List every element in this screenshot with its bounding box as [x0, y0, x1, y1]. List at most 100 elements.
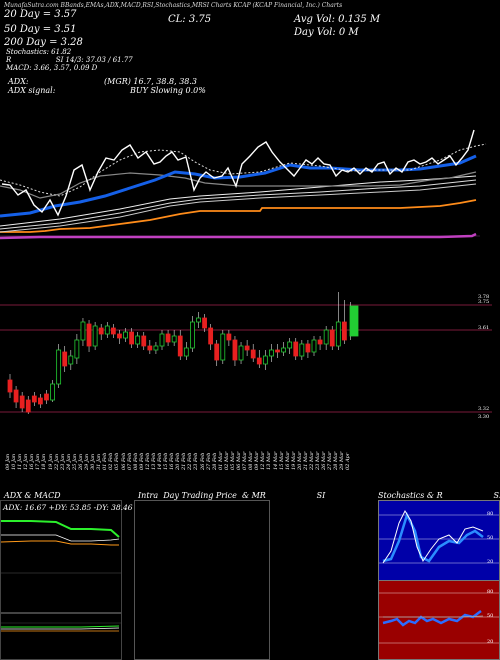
date-tick: 22 Jan — [53, 453, 60, 470]
candle-body — [141, 335, 147, 347]
rsi-tick-80: 80 — [487, 589, 494, 595]
candle-body — [104, 325, 110, 335]
candle-body — [202, 317, 207, 329]
date-tick: 15 Mar — [278, 451, 285, 470]
candle-body — [62, 351, 68, 367]
candle-body — [262, 355, 268, 365]
candle-body — [311, 339, 317, 353]
adx-label: ADX: — [8, 77, 29, 86]
adx-readout: ADX: 16.67 +DY: 53.85 -DY: 38.46 — [3, 503, 133, 512]
stochastics-panel: 80 50 20 — [378, 500, 500, 582]
candle-body — [98, 327, 104, 335]
candle-body — [92, 325, 98, 347]
price-line — [1, 129, 475, 217]
close-price: CL: 3.75 — [168, 14, 212, 25]
intraday-panel — [134, 500, 270, 660]
candle-body — [299, 343, 305, 357]
date-tick: 16 Mar — [284, 451, 291, 470]
stoch-rsi-title: Stochastics & R SI — [378, 491, 500, 500]
date-tick: 14 Mar — [272, 451, 279, 470]
ema-blue-line — [0, 154, 477, 218]
adx-panel: ADX: 16.67 +DY: 53.85 -DY: 38.46 — [0, 500, 133, 614]
candle-body — [38, 397, 43, 405]
candle-body — [110, 327, 116, 335]
candle-body — [50, 383, 55, 401]
price-label-top2: 3.75 — [478, 299, 490, 305]
gray-line — [0, 171, 477, 199]
candle-body — [44, 393, 49, 401]
date-tick: 19 Jan — [47, 453, 54, 470]
rsi-lines — [379, 592, 499, 644]
candle-body — [341, 321, 347, 341]
candle-body — [317, 339, 323, 345]
chart-header-line: MunafaSutra.com BBands,EMAs,ADX,MACD,RSI… — [4, 2, 343, 9]
rsi-panel: 80 50 20 — [378, 580, 500, 660]
ema20-label: 20 Day = 3.57 — [4, 9, 77, 20]
candle-body — [349, 305, 359, 337]
adx-signal-label: ADX signal: — [8, 86, 56, 95]
rsi-readout: R SI 14/3: 37.03 / 61.77 — [6, 56, 133, 64]
date-tick: 18 Jan — [41, 453, 48, 470]
adx-signal: BUY Slowing 0.0% — [130, 86, 206, 95]
date-tick: 02 Apr — [345, 452, 352, 470]
adx-values: (MGR) 16.7, 38.8, 38.3 — [104, 77, 197, 86]
date-axis: 09 Jan 10 Jan 11 Jan 12 Jan 16 Jan 17 Jan 18 J… — [0, 436, 500, 476]
price-label-top: 3.78 — [478, 294, 490, 300]
macd-panel — [0, 612, 122, 660]
date-tick: 08 Feb — [132, 452, 139, 470]
date-tick: 05 Feb — [114, 452, 121, 470]
candle-body — [287, 341, 293, 349]
day-volume: Day Vol: 0 M — [294, 27, 359, 38]
ema50-label: 50 Day = 3.51 — [4, 24, 77, 35]
candle-body — [135, 335, 141, 345]
macd-lines — [1, 622, 121, 632]
stochastics-readout: Stochastics: 61.82 — [6, 48, 72, 56]
rsi-tick-20: 20 — [487, 639, 494, 645]
candle-body — [68, 355, 74, 365]
avg-volume: Avg Vol: 0.135 M — [294, 14, 381, 25]
candle-body — [171, 335, 177, 343]
ema-dotted-line — [0, 143, 487, 197]
date-tick: 23 Feb — [193, 452, 200, 470]
candle-body — [244, 345, 250, 351]
candle-body — [129, 331, 135, 345]
adx-lines — [1, 520, 121, 574]
date-tick: 09 Feb — [138, 452, 145, 470]
price-label-low2: 3.30 — [478, 414, 490, 420]
intraday-title: Intra Day Trading Price & MR SI — [138, 491, 326, 500]
stochastics-lines — [379, 509, 499, 564]
candle-body — [275, 349, 280, 353]
stoch-tick-20: 20 — [487, 559, 494, 565]
candle-body — [74, 339, 80, 359]
candle-body — [293, 341, 299, 357]
band-lower-line — [0, 183, 477, 233]
candle-body — [250, 349, 256, 359]
stoch-tick-50: 50 — [487, 535, 494, 541]
candle-body — [153, 345, 159, 351]
macd-readout: MACD: 3.66, 3.57, 0.09 D — [6, 64, 98, 72]
candle-body — [31, 395, 37, 403]
date-tick: 06 Feb — [120, 452, 127, 470]
date-tick: 13 Mar — [266, 451, 273, 470]
price-label-mid: 3.61 — [478, 325, 490, 331]
candle-body — [305, 343, 311, 353]
stoch-tick-80: 80 — [487, 511, 494, 517]
adx-macd-title: ADX & MACD — [4, 491, 61, 500]
candle-body — [335, 321, 341, 347]
ema200-label: 200 Day = 3.28 — [4, 37, 83, 48]
band-upper-line — [0, 175, 477, 227]
candle-body — [159, 333, 165, 347]
date-tick: 26 Feb — [199, 452, 206, 470]
date-tick: 19 Mar — [290, 451, 297, 470]
date-tick: 07 Feb — [126, 452, 133, 470]
candle-body — [19, 395, 25, 409]
candle-body — [25, 399, 31, 413]
candle-body — [329, 329, 335, 347]
candle-body — [226, 333, 232, 341]
candle-body — [196, 317, 201, 323]
candle-body — [232, 339, 238, 361]
candle-body — [323, 329, 329, 345]
date-tick: 27 Feb — [205, 452, 212, 470]
candle-body — [7, 379, 13, 393]
candle-body — [13, 389, 19, 403]
